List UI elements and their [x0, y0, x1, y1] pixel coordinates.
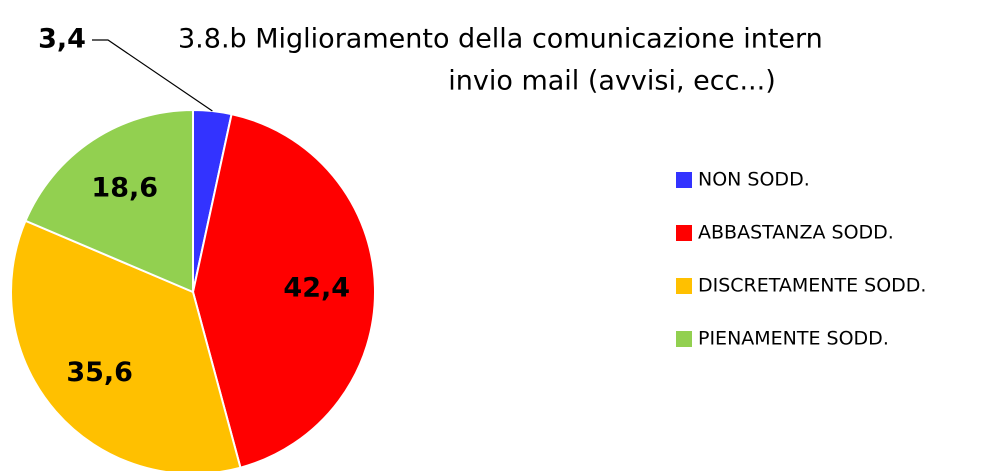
- legend-swatch: [676, 278, 692, 294]
- legend-swatch: [676, 172, 692, 188]
- legend-label: NON SODD.: [698, 169, 810, 191]
- data-label: 3,4: [38, 24, 86, 55]
- pie-slice: [10, 219, 242, 471]
- pie-slice: [24, 108, 194, 294]
- data-label: 42,4: [283, 272, 350, 303]
- data-label: 35,6: [66, 357, 133, 388]
- legend-swatch: [676, 225, 692, 241]
- legend-label: PIENAMENTE SODD.: [698, 328, 889, 350]
- legend-swatch: [676, 331, 692, 347]
- chart-title: invio mail (avvisi, ecc...): [448, 66, 775, 97]
- data-label: 18,6: [91, 172, 158, 203]
- legend-label: ABBASTANZA SODD.: [698, 222, 894, 244]
- leader-line: [92, 39, 213, 112]
- pie-slice: [191, 112, 376, 469]
- chart-title: 3.8.b Miglioramento della comunicazione …: [178, 24, 823, 55]
- legend-label: DISCRETAMENTE SODD.: [698, 275, 926, 297]
